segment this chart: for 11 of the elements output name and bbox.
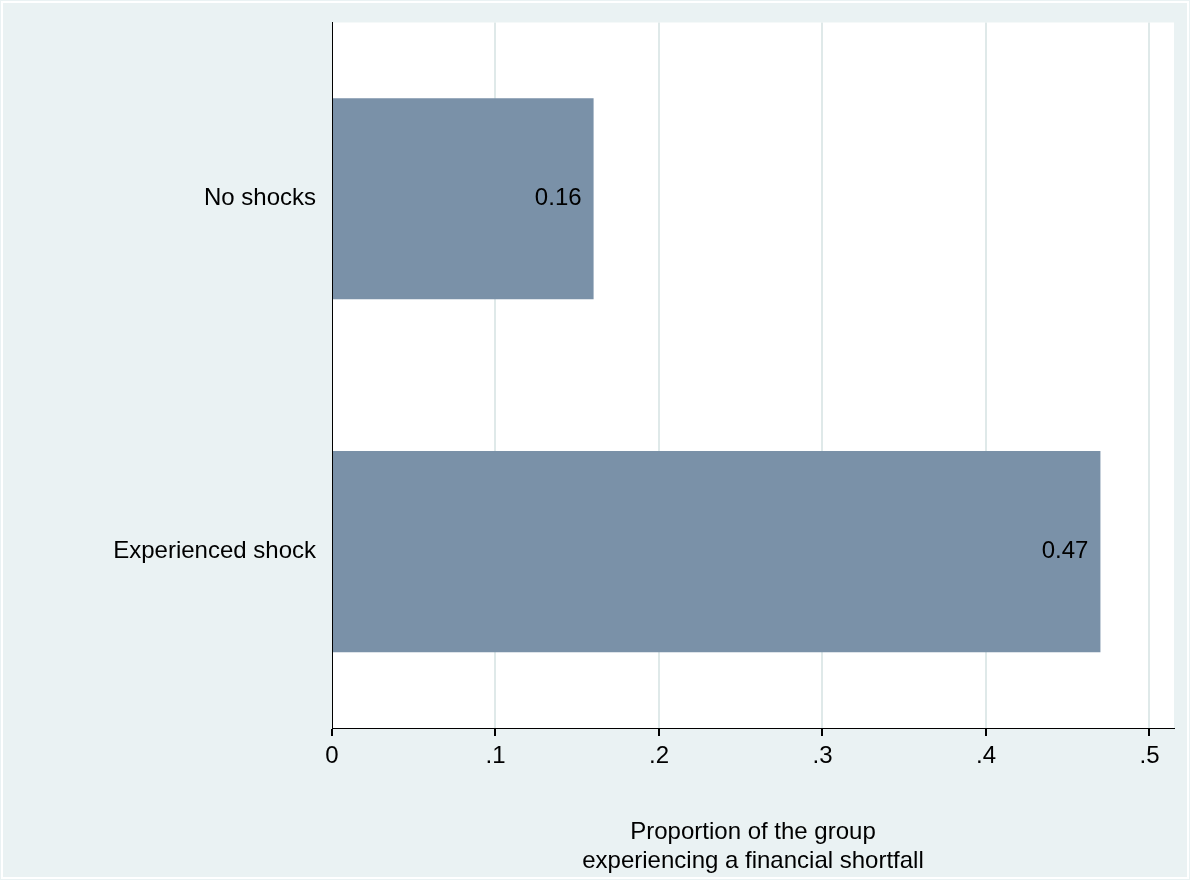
data-label: 0.47 [1041, 536, 1089, 564]
x-tick-label: .5 [1139, 741, 1160, 769]
x-tick-label: .4 [975, 741, 996, 769]
x-axis-title: Proportion of the group experiencing a financial shortfall [582, 817, 924, 874]
y-tick-label: No shocks [203, 183, 316, 211]
x-tick-label: .2 [648, 741, 669, 769]
data-label: 0.16 [534, 183, 582, 211]
y-tick-label: Experienced shock [113, 536, 317, 564]
x-tick-label: .3 [812, 741, 833, 769]
x-tick-label: .1 [485, 741, 506, 769]
x-tick-label: 0 [325, 741, 339, 769]
